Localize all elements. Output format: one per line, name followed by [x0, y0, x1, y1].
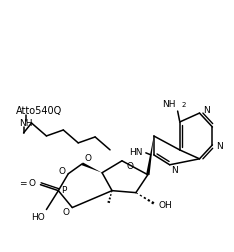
Text: P: P	[61, 186, 66, 195]
Text: O: O	[59, 167, 66, 176]
Text: N: N	[216, 142, 223, 151]
Text: 2: 2	[182, 102, 186, 108]
Text: O: O	[63, 208, 70, 217]
Text: N: N	[203, 106, 210, 115]
Text: O: O	[28, 179, 35, 188]
Text: HO: HO	[32, 213, 45, 222]
Text: O: O	[85, 154, 92, 163]
Text: =: =	[19, 179, 26, 188]
Text: O: O	[126, 162, 133, 171]
Text: HN: HN	[129, 148, 143, 157]
Text: Atto540Q: Atto540Q	[16, 106, 62, 116]
Text: N: N	[171, 166, 178, 175]
Text: OH: OH	[159, 201, 173, 210]
Polygon shape	[82, 163, 102, 173]
Polygon shape	[146, 136, 154, 175]
Text: NH: NH	[19, 118, 32, 128]
Text: NH: NH	[162, 100, 176, 109]
